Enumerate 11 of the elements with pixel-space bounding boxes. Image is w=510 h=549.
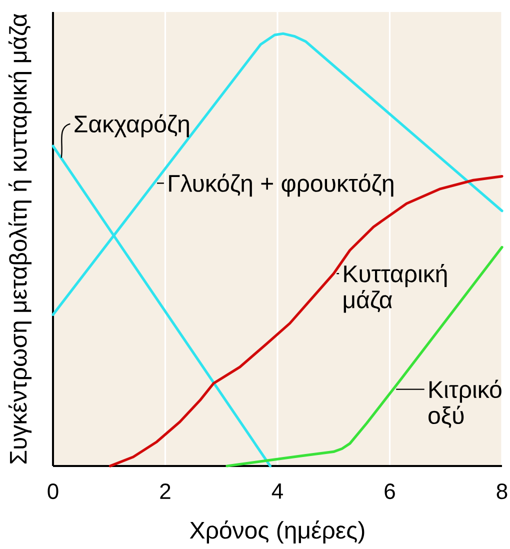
series-label: Κιτρικό οξύ [428, 380, 502, 428]
x-tick-label: 6 [384, 484, 395, 500]
x-tick-label: 8 [496, 484, 508, 500]
x-axis-title: Χρόνος (ημέρες) [190, 520, 364, 544]
series-label: Γλυκόζη + φρουκτόζη [169, 174, 394, 197]
x-tick-label: 4 [272, 484, 283, 499]
series-label: Κυτταρική μάζα [344, 264, 447, 313]
x-tick-label: 2 [160, 484, 170, 499]
x-tick-label: 0 [48, 484, 58, 500]
y-axis-title: Συγκέντρωση μεταβολίτη ή κυτταρική μάζα [8, 14, 32, 464]
series-label: Σακχαρόζη [74, 114, 189, 138]
